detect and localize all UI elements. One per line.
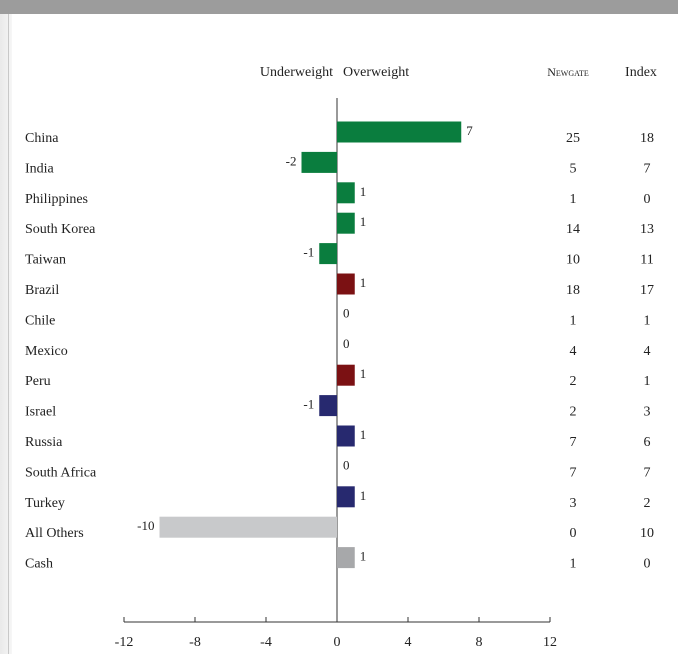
index-value-india: 7 <box>644 161 651 176</box>
value-label-all-others: -10 <box>137 518 154 533</box>
x-tick-label-8: 8 <box>476 635 483 650</box>
x-tick-label-0: 0 <box>334 635 341 650</box>
value-label-russia: 1 <box>360 427 367 442</box>
newgate-value-china: 25 <box>566 131 580 146</box>
left-decorative-strip <box>0 14 12 654</box>
category-label-south-africa: South Africa <box>25 465 97 480</box>
newgate-value-all-others: 0 <box>570 526 577 541</box>
category-label-israel: Israel <box>25 405 56 420</box>
bar-taiwan <box>319 243 337 265</box>
index-value-taiwan: 11 <box>640 253 653 268</box>
newgate-value-brazil: 18 <box>566 283 580 298</box>
bar-cash <box>337 547 355 569</box>
value-label-turkey: 1 <box>360 488 367 503</box>
bar-russia <box>337 425 355 447</box>
overweight-header: Overweight <box>343 65 409 80</box>
category-label-china: China <box>25 131 59 146</box>
value-label-south-korea: 1 <box>360 214 367 229</box>
newgate-value-south-korea: 14 <box>566 222 580 237</box>
x-tick-label-4: -4 <box>260 635 272 650</box>
category-label-brazil: Brazil <box>25 283 59 298</box>
index-value-all-others: 10 <box>640 526 654 541</box>
newgate-value-turkey: 3 <box>570 496 577 511</box>
value-label-chile: 0 <box>343 305 350 320</box>
underweight-header: Underweight <box>260 65 333 80</box>
value-label-india: -2 <box>286 153 297 168</box>
newgate-value-peru: 2 <box>570 374 577 389</box>
bar-all-others <box>159 516 337 538</box>
newgate-value-india: 5 <box>570 161 577 176</box>
axes-group: -12 -8 -4 0 4 8 12 <box>115 98 557 650</box>
newgate-value-russia: 7 <box>570 435 577 450</box>
category-label-india: India <box>25 161 55 176</box>
index-value-brazil: 17 <box>640 283 654 298</box>
newgate-value-israel: 2 <box>570 405 577 420</box>
newgate-value-mexico: 4 <box>570 344 577 359</box>
x-tick-label-8: -8 <box>189 635 201 650</box>
index-value-peru: 1 <box>644 374 651 389</box>
newgate-value-taiwan: 10 <box>566 253 580 268</box>
index-value-south-korea: 13 <box>640 222 654 237</box>
value-label-brazil: 1 <box>360 275 367 290</box>
category-label-philippines: Philippines <box>25 192 88 207</box>
value-label-taiwan: -1 <box>303 245 314 260</box>
value-label-china: 7 <box>466 123 473 138</box>
newgate-value-philippines: 1 <box>570 192 577 207</box>
category-label-all-others: All Others <box>25 526 84 541</box>
value-label-south-africa: 0 <box>343 457 350 472</box>
value-label-israel: -1 <box>303 397 314 412</box>
index-value-philippines: 0 <box>644 192 651 207</box>
x-tick-label-12: -12 <box>115 635 134 650</box>
x-tick-label-12: 12 <box>543 635 557 650</box>
left-border-line <box>8 14 9 654</box>
bar-turkey <box>337 486 355 508</box>
bar-brazil <box>337 273 355 295</box>
bar-israel <box>319 395 337 417</box>
index-value-mexico: 4 <box>644 344 651 359</box>
category-label-mexico: Mexico <box>25 344 68 359</box>
bar-south-korea <box>337 212 355 234</box>
x-tick-label-4: 4 <box>405 635 412 650</box>
category-label-turkey: Turkey <box>25 496 65 511</box>
index-value-china: 18 <box>640 131 654 146</box>
value-label-cash: 1 <box>360 549 367 564</box>
value-label-mexico: 0 <box>343 336 350 351</box>
category-label-south-korea: South Korea <box>25 222 96 237</box>
bars-group <box>159 121 462 569</box>
value-label-philippines: 1 <box>360 184 367 199</box>
category-label-russia: Russia <box>25 435 63 450</box>
bar-india <box>301 151 337 173</box>
newgate-value-cash: 1 <box>570 557 577 572</box>
index-value-russia: 6 <box>644 435 651 450</box>
index-column-header: Index <box>625 65 657 80</box>
category-label-taiwan: Taiwan <box>25 253 66 268</box>
newgate-value-south-africa: 7 <box>570 465 577 480</box>
index-value-israel: 3 <box>644 405 651 420</box>
bar-peru <box>337 364 355 386</box>
index-value-turkey: 2 <box>644 496 651 511</box>
category-label-peru: Peru <box>25 374 51 389</box>
bar-china <box>337 121 462 143</box>
index-value-cash: 0 <box>644 557 651 572</box>
bar-philippines <box>337 182 355 204</box>
value-label-peru: 1 <box>360 366 367 381</box>
index-value-chile: 1 <box>644 313 651 328</box>
category-label-cash: Cash <box>25 557 53 572</box>
index-value-south-africa: 7 <box>644 465 651 480</box>
newgate-column-header: Newgate <box>547 65 589 79</box>
newgate-value-chile: 1 <box>570 313 577 328</box>
category-label-chile: Chile <box>25 313 55 328</box>
top-band <box>0 0 678 14</box>
